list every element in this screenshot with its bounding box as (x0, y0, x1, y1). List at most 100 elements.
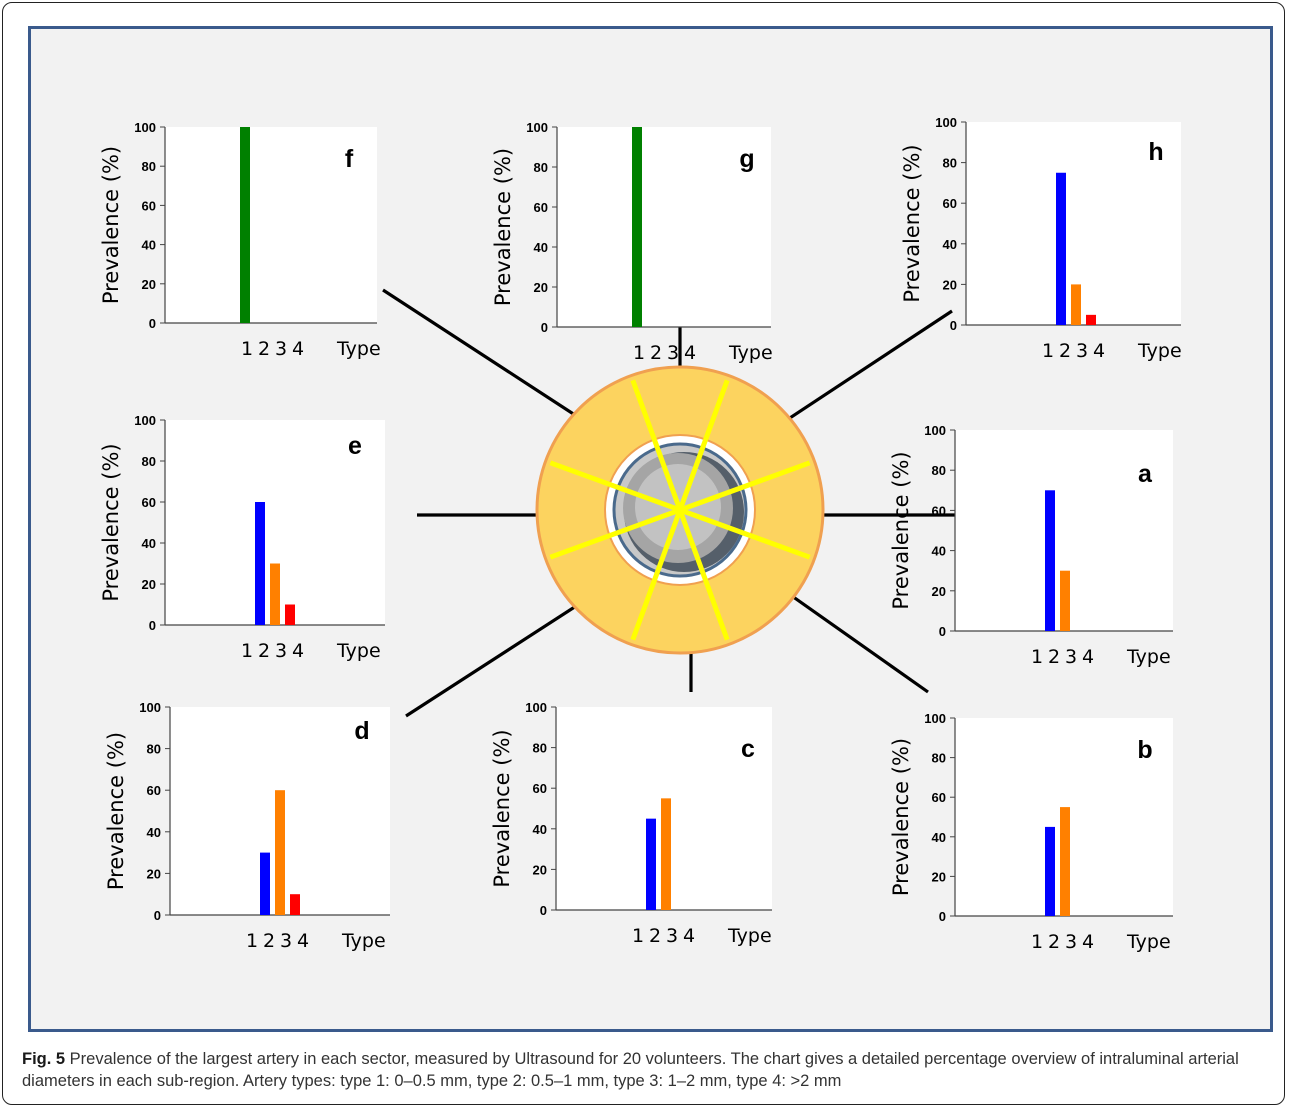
y-tick-label: 20 (142, 577, 156, 592)
y-tick-label: 80 (534, 160, 548, 175)
x-category-label: 3 (1065, 931, 1077, 953)
bar-type-2 (255, 502, 265, 625)
panel-letter: c (741, 735, 755, 763)
bar-type-4 (290, 894, 300, 915)
x-category-label: 3 (1065, 646, 1077, 668)
y-tick-label: 0 (541, 320, 548, 335)
y-tick-label: 100 (134, 120, 156, 135)
y-tick-label: 60 (932, 790, 946, 805)
panel-letter: a (1138, 460, 1153, 488)
chart-panel-e: 0 20 40 60 80 100 1 2 3 4 Type Prevalence (%) e (99, 413, 385, 662)
y-tick-label: 20 (932, 869, 946, 884)
y-tick-label: 60 (943, 196, 957, 211)
y-tick-label: 0 (939, 909, 946, 924)
y-tick-label: 80 (932, 463, 946, 478)
bar-type-3 (1060, 570, 1070, 631)
y-axis-label: Prevalence (%) (99, 146, 123, 304)
x-axis-label: Type (341, 930, 386, 952)
x-category-label: 1 (241, 640, 253, 662)
plot-area (557, 127, 771, 327)
y-tick-label: 60 (142, 198, 156, 213)
x-category-label: 2 (258, 338, 270, 360)
arrow-1 (382, 288, 600, 432)
y-tick-label: 0 (154, 908, 161, 923)
y-tick-label: 60 (142, 495, 156, 510)
sector-divider-8 (630, 379, 683, 511)
panel-letter: f (345, 145, 354, 173)
bar-type-4 (1086, 314, 1096, 325)
bar-type-3 (275, 790, 285, 915)
x-category-label: 2 (650, 342, 662, 364)
y-tick-label: 40 (932, 830, 946, 845)
x-axis-label: Type (1126, 931, 1171, 953)
x-category-label: 1 (633, 342, 645, 364)
x-axis-label: Type (728, 342, 773, 364)
chart-panel-f: 0 20 40 60 80 100 1 2 3 4 Type Prevalence (%) f (99, 120, 381, 360)
x-category-label: 3 (1076, 340, 1088, 362)
bar-type-1 (632, 127, 642, 327)
y-tick-label: 80 (142, 159, 156, 174)
bar-type-1 (240, 127, 250, 323)
x-category-label: 3 (280, 930, 292, 952)
panel-letter: e (348, 432, 362, 460)
y-tick-label: 80 (147, 742, 161, 757)
bar-type-2 (1056, 172, 1066, 325)
bar-type-3 (661, 798, 671, 910)
y-tick-label: 0 (540, 903, 547, 918)
x-axis-label: Type (336, 640, 381, 662)
x-category-label: 2 (1048, 646, 1060, 668)
sector-divider-7 (549, 460, 681, 513)
bar-type-2 (1045, 490, 1055, 631)
sector-divider-4 (677, 509, 730, 641)
y-tick-label: 40 (147, 825, 161, 840)
y-tick-label: 100 (935, 115, 957, 130)
sector-divider-3 (679, 507, 811, 560)
chart-panel-d: 0 20 40 60 80 100 1 2 3 4 Type Prevalence (%) d (104, 700, 390, 952)
y-tick-label: 40 (932, 544, 946, 559)
y-axis-label: Prevalence (%) (490, 729, 514, 887)
chart-panel-g: 0 20 40 60 80 100 1 2 3 4 Type Prevalence (%) g (491, 120, 773, 364)
bar-type-2 (260, 852, 270, 915)
y-axis-label: Prevalence (%) (104, 732, 128, 890)
y-tick-label: 0 (149, 618, 156, 633)
x-category-label: 3 (275, 640, 287, 662)
x-category-label: 2 (1059, 340, 1071, 362)
chart-panel-c: 0 20 40 60 80 100 1 2 3 4 Type Prevalence (%) c (490, 700, 772, 947)
x-axis-label: Type (336, 338, 381, 360)
y-tick-label: 20 (147, 866, 161, 881)
y-axis-label: Prevalence (%) (889, 451, 913, 609)
bar-type-2 (646, 818, 656, 910)
x-axis-label: Type (1126, 646, 1171, 668)
sector-divider-2 (679, 460, 811, 513)
x-axis-label: Type (1137, 340, 1182, 362)
panel-letter: g (739, 145, 754, 173)
caption-label: Fig. 5 (22, 1050, 66, 1068)
y-tick-label: 0 (950, 318, 957, 333)
x-category-label: 4 (292, 640, 304, 662)
y-axis-label: Prevalence (%) (889, 738, 913, 896)
y-tick-label: 40 (943, 237, 957, 252)
bar-type-3 (1060, 807, 1070, 916)
bar-type-3 (1071, 284, 1081, 325)
x-category-label: 2 (263, 930, 275, 952)
sector-divider-1 (677, 379, 730, 511)
caption-text: Prevalence of the largest artery in each… (22, 1050, 1239, 1090)
panel-letter: b (1137, 736, 1152, 764)
sector-divider-6 (549, 507, 681, 560)
y-tick-label: 100 (134, 413, 156, 428)
x-category-label: 3 (667, 342, 679, 364)
x-category-label: 1 (1031, 646, 1043, 668)
x-category-label: 1 (1031, 931, 1043, 953)
y-tick-label: 100 (924, 423, 946, 438)
arrow-6 (405, 586, 606, 718)
x-category-label: 4 (297, 930, 309, 952)
panel-letter: d (354, 717, 369, 745)
x-category-label: 2 (649, 925, 661, 947)
y-axis-label: Prevalence (%) (900, 144, 924, 302)
x-category-label: 4 (292, 338, 304, 360)
y-tick-label: 100 (139, 700, 161, 715)
chart-panel-b: 0 20 40 60 80 100 1 2 3 4 Type Prevalence (%) b (889, 711, 1173, 953)
y-tick-label: 20 (533, 862, 547, 877)
y-tick-label: 100 (526, 120, 548, 135)
